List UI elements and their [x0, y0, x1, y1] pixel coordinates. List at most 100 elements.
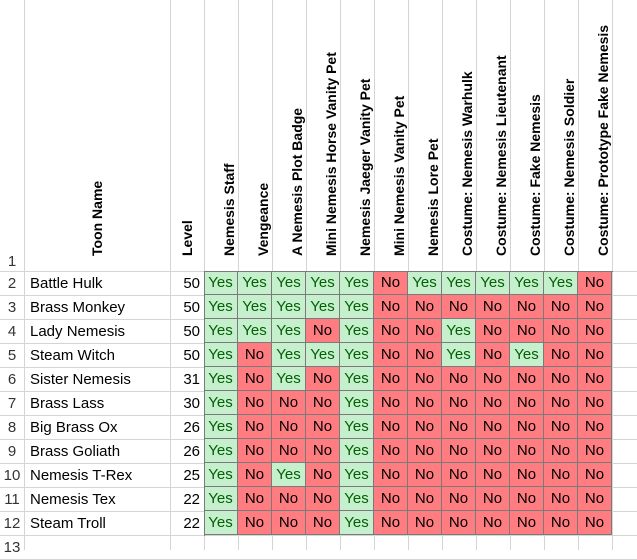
toon-name-cell[interactable]: Sister Nemesis — [30, 371, 131, 388]
toon-name-cell[interactable]: Nemesis Tex — [30, 491, 116, 508]
no-cell[interactable]: No — [476, 367, 510, 391]
yes-cell[interactable]: Yes — [238, 271, 272, 295]
no-cell[interactable]: No — [578, 463, 612, 487]
no-cell[interactable]: No — [442, 295, 476, 319]
no-cell[interactable]: No — [544, 295, 578, 319]
toon-name-cell[interactable]: Brass Lass — [30, 395, 105, 412]
no-cell[interactable]: No — [408, 511, 442, 535]
no-cell[interactable]: No — [578, 391, 612, 415]
no-cell[interactable]: No — [306, 319, 340, 343]
toon-name-cell[interactable]: Lady Nemesis — [30, 323, 126, 340]
yes-cell[interactable]: Yes — [340, 463, 374, 487]
no-cell[interactable]: No — [510, 439, 544, 463]
yes-cell[interactable]: Yes — [340, 391, 374, 415]
no-cell[interactable]: No — [476, 463, 510, 487]
yes-cell[interactable]: Yes — [340, 439, 374, 463]
no-cell[interactable]: No — [306, 415, 340, 439]
level-cell[interactable]: 31 — [183, 371, 200, 388]
no-cell[interactable]: No — [408, 343, 442, 367]
no-cell[interactable]: No — [238, 511, 272, 535]
no-cell[interactable]: No — [544, 343, 578, 367]
no-cell[interactable]: No — [578, 511, 612, 535]
header-item[interactable]: Nemesis Staff — [204, 0, 238, 270]
row-number[interactable]: 1 — [0, 0, 24, 271]
yes-cell[interactable]: Yes — [408, 271, 442, 295]
level-cell[interactable]: 50 — [183, 347, 200, 364]
no-cell[interactable]: No — [374, 319, 408, 343]
row-number[interactable]: 10 — [0, 464, 24, 487]
yes-cell[interactable]: Yes — [544, 271, 578, 295]
yes-cell[interactable]: Yes — [272, 463, 306, 487]
yes-cell[interactable]: Yes — [204, 391, 238, 415]
no-cell[interactable]: No — [374, 487, 408, 511]
no-cell[interactable]: No — [476, 439, 510, 463]
no-cell[interactable]: No — [578, 415, 612, 439]
no-cell[interactable]: No — [476, 511, 510, 535]
no-cell[interactable]: No — [544, 415, 578, 439]
header-item[interactable]: Vengeance — [238, 0, 272, 270]
no-cell[interactable]: No — [442, 439, 476, 463]
no-cell[interactable]: No — [408, 487, 442, 511]
no-cell[interactable]: No — [238, 391, 272, 415]
toon-name-cell[interactable]: Brass Monkey — [30, 299, 126, 316]
no-cell[interactable]: No — [238, 343, 272, 367]
no-cell[interactable]: No — [238, 415, 272, 439]
yes-cell[interactable]: Yes — [204, 343, 238, 367]
yes-cell[interactable]: Yes — [204, 295, 238, 319]
header-item[interactable]: Costume: Fake Nemesis — [510, 0, 544, 270]
yes-cell[interactable]: Yes — [272, 343, 306, 367]
no-cell[interactable]: No — [578, 271, 612, 295]
yes-cell[interactable]: Yes — [510, 343, 544, 367]
no-cell[interactable]: No — [578, 487, 612, 511]
no-cell[interactable]: No — [374, 511, 408, 535]
row-number[interactable]: 7 — [0, 392, 24, 415]
no-cell[interactable]: No — [578, 319, 612, 343]
yes-cell[interactable]: Yes — [340, 343, 374, 367]
yes-cell[interactable]: Yes — [204, 319, 238, 343]
no-cell[interactable]: No — [442, 511, 476, 535]
no-cell[interactable]: No — [510, 319, 544, 343]
row-number[interactable]: 6 — [0, 368, 24, 391]
no-cell[interactable]: No — [510, 487, 544, 511]
no-cell[interactable]: No — [544, 319, 578, 343]
row-number[interactable]: 12 — [0, 512, 24, 535]
yes-cell[interactable]: Yes — [204, 463, 238, 487]
yes-cell[interactable]: Yes — [204, 487, 238, 511]
toon-name-cell[interactable]: Big Brass Ox — [30, 419, 118, 436]
row-number[interactable]: 9 — [0, 440, 24, 463]
level-cell[interactable]: 26 — [183, 419, 200, 436]
yes-cell[interactable]: Yes — [272, 271, 306, 295]
no-cell[interactable]: No — [408, 295, 442, 319]
no-cell[interactable]: No — [510, 367, 544, 391]
yes-cell[interactable]: Yes — [340, 271, 374, 295]
row-number[interactable]: 13 — [0, 536, 24, 559]
yes-cell[interactable]: Yes — [306, 295, 340, 319]
header-item[interactable]: Nemesis Jaeger Vanity Pet — [340, 0, 374, 270]
level-cell[interactable]: 26 — [183, 443, 200, 460]
no-cell[interactable]: No — [238, 463, 272, 487]
no-cell[interactable]: No — [544, 487, 578, 511]
no-cell[interactable]: No — [408, 391, 442, 415]
yes-cell[interactable]: Yes — [340, 511, 374, 535]
header-item[interactable]: Costume: Nemesis Warhulk — [442, 0, 476, 270]
yes-cell[interactable]: Yes — [272, 319, 306, 343]
yes-cell[interactable]: Yes — [204, 271, 238, 295]
yes-cell[interactable]: Yes — [272, 295, 306, 319]
row-number[interactable]: 4 — [0, 320, 24, 343]
yes-cell[interactable]: Yes — [238, 319, 272, 343]
level-cell[interactable]: 50 — [183, 323, 200, 340]
no-cell[interactable]: No — [272, 415, 306, 439]
no-cell[interactable]: No — [272, 487, 306, 511]
yes-cell[interactable]: Yes — [476, 271, 510, 295]
no-cell[interactable]: No — [306, 439, 340, 463]
row-number[interactable]: 11 — [0, 488, 24, 511]
row-number[interactable]: 2 — [0, 272, 24, 295]
no-cell[interactable]: No — [544, 367, 578, 391]
yes-cell[interactable]: Yes — [306, 271, 340, 295]
level-cell[interactable]: 22 — [183, 515, 200, 532]
no-cell[interactable]: No — [442, 415, 476, 439]
no-cell[interactable]: No — [374, 439, 408, 463]
header-item[interactable]: A Nemesis Plot Badge — [272, 0, 306, 270]
no-cell[interactable]: No — [408, 319, 442, 343]
no-cell[interactable]: No — [442, 463, 476, 487]
